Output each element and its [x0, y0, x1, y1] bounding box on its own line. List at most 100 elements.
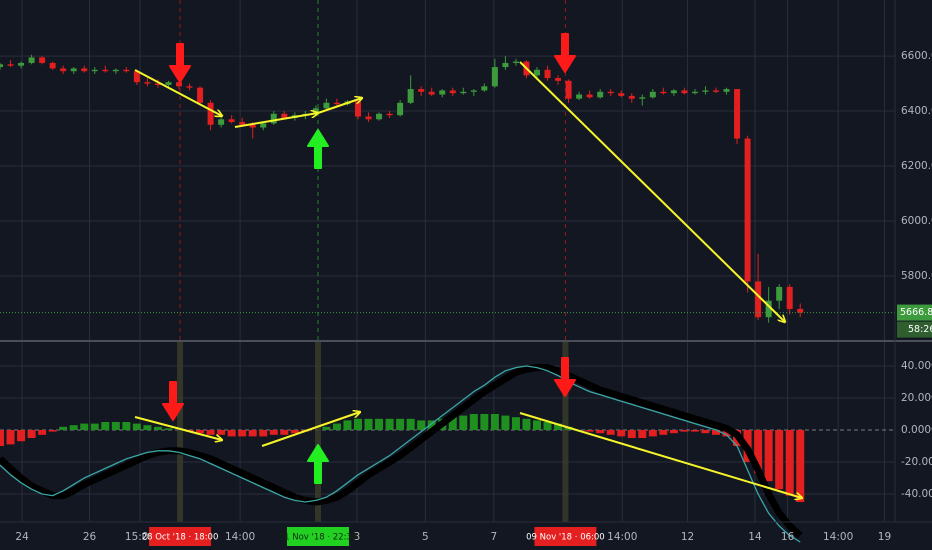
- candle-body: [165, 82, 172, 85]
- candle-body: [407, 89, 414, 103]
- candle-body: [133, 71, 140, 83]
- histogram-bar: [206, 430, 215, 435]
- candle-body: [91, 69, 98, 72]
- macd-line: [0, 364, 803, 539]
- y-tick-label: -40.0000: [901, 488, 932, 500]
- x-tick-label: 12: [681, 531, 694, 543]
- x-tick-label: 14: [748, 531, 762, 543]
- histogram-bar: [554, 423, 563, 430]
- candle-body: [702, 90, 709, 92]
- date-label: 28 Oct '18 · 18:00: [142, 533, 219, 543]
- histogram-bar: [364, 418, 373, 430]
- histogram-bar: [385, 418, 394, 430]
- candle-body: [428, 91, 435, 95]
- candle-body: [534, 69, 540, 76]
- y-tick-label: 6000.00: [901, 215, 932, 227]
- histogram-bar: [659, 430, 668, 435]
- histogram-bar: [132, 423, 141, 430]
- candle-body: [576, 94, 583, 99]
- candle-body: [660, 91, 667, 94]
- signal-arrows: [162, 33, 576, 484]
- histogram-bar: [627, 430, 636, 438]
- histogram-bar: [280, 430, 289, 435]
- histogram-bar: [153, 426, 162, 430]
- last-price-label: 5666.82: [900, 307, 932, 318]
- histogram-bar: [490, 414, 499, 430]
- trend-arrow: [261, 412, 360, 447]
- histogram-bar: [417, 420, 426, 430]
- signal-band: [177, 342, 184, 522]
- labels: 24 26 15:00 14:00 3 5 7 14:00 12 14 16 14:00 19 5800.…: [15, 50, 932, 546]
- candle-body: [18, 62, 25, 66]
- candle-body: [449, 90, 456, 94]
- histogram-bar: [754, 430, 763, 474]
- histogram-bar: [796, 430, 805, 502]
- histogram-bar: [17, 430, 26, 442]
- trend-arrow: [134, 69, 222, 116]
- histogram-bar: [322, 426, 331, 430]
- histogram-bar: [122, 422, 131, 430]
- trend-arrow: [317, 98, 362, 114]
- candle-body: [7, 64, 14, 66]
- histogram-bar: [27, 430, 36, 438]
- y-tick-label: 40.0000: [901, 360, 932, 372]
- histogram-bar: [638, 430, 647, 438]
- date-box: [286, 527, 349, 546]
- histogram-bar: [90, 423, 99, 430]
- y-tick-label: 5800.00: [901, 270, 932, 282]
- x-tick-label: 16: [781, 531, 795, 543]
- candle-body: [765, 300, 772, 318]
- signal-band: [314, 342, 321, 522]
- histogram-bar: [543, 422, 552, 430]
- candle-body: [502, 62, 509, 68]
- candle-body: [39, 57, 46, 63]
- date-label: 09 Nov '18 · 06:00: [526, 533, 605, 543]
- candle-body: [397, 102, 404, 116]
- candle-body: [70, 68, 77, 72]
- candle-body: [755, 281, 762, 318]
- histogram-bar: [80, 423, 89, 430]
- histogram-bar: [775, 430, 784, 490]
- candle-body: [597, 91, 604, 98]
- histogram-bar: [6, 430, 15, 445]
- histogram-bar: [690, 430, 699, 432]
- x-tick-label: 24: [15, 531, 29, 543]
- histogram-bar: [396, 418, 405, 430]
- histogram-bar: [585, 430, 594, 432]
- histogram-bar: [701, 430, 710, 434]
- x-tick-label: 3: [354, 531, 361, 543]
- candle-body: [186, 86, 193, 88]
- macd-line: [0, 365, 801, 543]
- histogram-bar: [354, 418, 362, 430]
- candle-body: [691, 91, 698, 94]
- x-tick-label: 14:00: [607, 531, 637, 543]
- candle-body: [218, 119, 225, 125]
- candle-body: [744, 138, 751, 282]
- candle-body: [207, 102, 214, 125]
- candle-body: [670, 90, 677, 94]
- histogram-bar: [143, 425, 152, 430]
- histogram-bar: [227, 430, 236, 437]
- histogram-bar: [648, 430, 657, 437]
- candle-body: [0, 64, 3, 68]
- candle-body: [355, 101, 361, 117]
- candle-body: [154, 83, 161, 85]
- candle-body: [776, 286, 783, 301]
- histogram-bar: [196, 430, 205, 434]
- sell-arrow: [169, 43, 191, 83]
- y-tick-label: 20.0000: [901, 392, 932, 404]
- candle-body: [470, 90, 477, 92]
- candle-body: [607, 91, 614, 94]
- date-box: [149, 527, 212, 546]
- histogram-bar: [0, 430, 4, 446]
- annotations: [134, 61, 802, 498]
- histogram-bar: [712, 430, 720, 435]
- candle-body: [102, 69, 109, 72]
- candle-body: [618, 93, 625, 96]
- candle-body: [123, 69, 130, 72]
- candle-body: [28, 57, 35, 63]
- histogram-bar: [217, 430, 226, 435]
- histogram-bar: [522, 418, 531, 430]
- candle-body: [491, 67, 498, 87]
